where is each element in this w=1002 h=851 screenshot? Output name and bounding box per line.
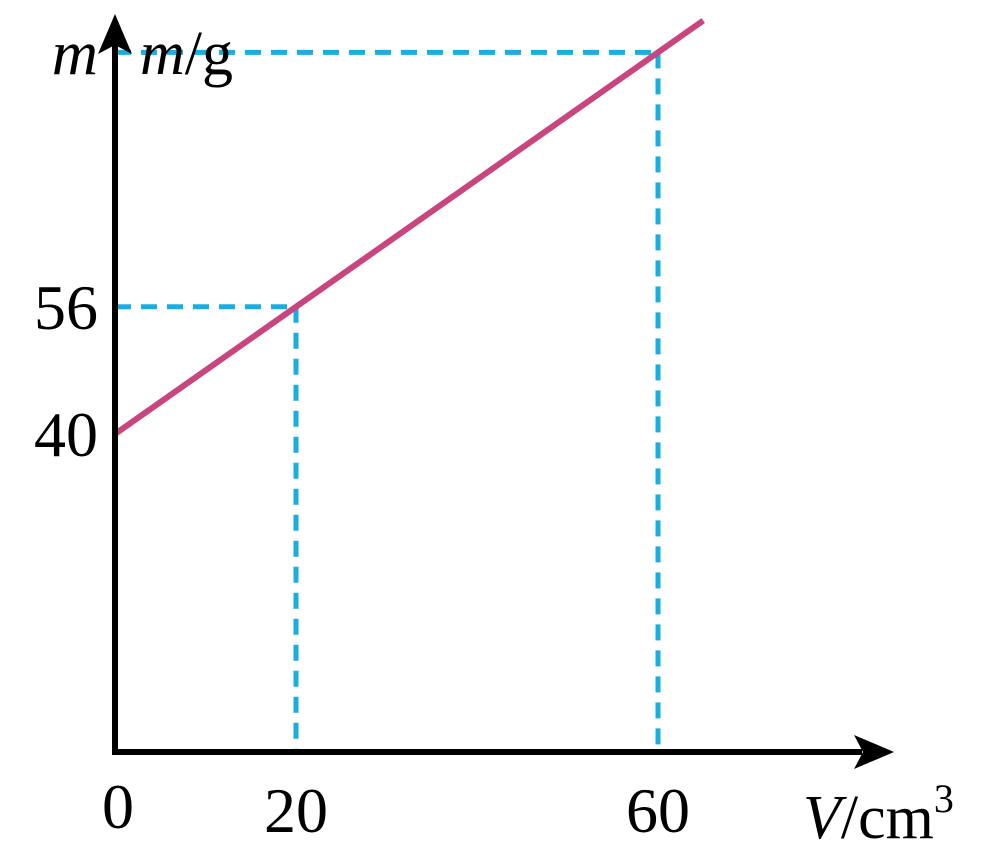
y-tick-label-1: 56 <box>34 272 98 343</box>
x-axis-sep: / <box>841 784 859 851</box>
tick-labels: 20 60 40 56 m <box>34 17 690 846</box>
x-axis-arrow <box>854 735 894 769</box>
x-tick-label-1: 60 <box>626 775 690 846</box>
series-group <box>113 18 705 437</box>
x-axis-var: V <box>803 784 847 851</box>
y-axis-sep: / <box>185 20 203 88</box>
y-axis-arrow <box>98 14 132 54</box>
x-tick-label-0: 20 <box>264 775 328 846</box>
guide-lines <box>115 49 661 752</box>
y-axis-var: m <box>140 20 185 88</box>
x-axis-unit-exponent: 3 <box>934 776 954 821</box>
series-line-0 <box>113 18 705 437</box>
y-axis-title: m/g <box>140 20 233 88</box>
y-axis-unit: g <box>202 20 233 88</box>
y-tick-label-2: m <box>52 17 98 88</box>
x-axis-unit: cm <box>858 784 934 851</box>
x-axis-title: V/cm3 <box>803 776 954 851</box>
y-tick-label-0: 40 <box>34 399 98 470</box>
origin-label: 0 <box>102 771 134 842</box>
